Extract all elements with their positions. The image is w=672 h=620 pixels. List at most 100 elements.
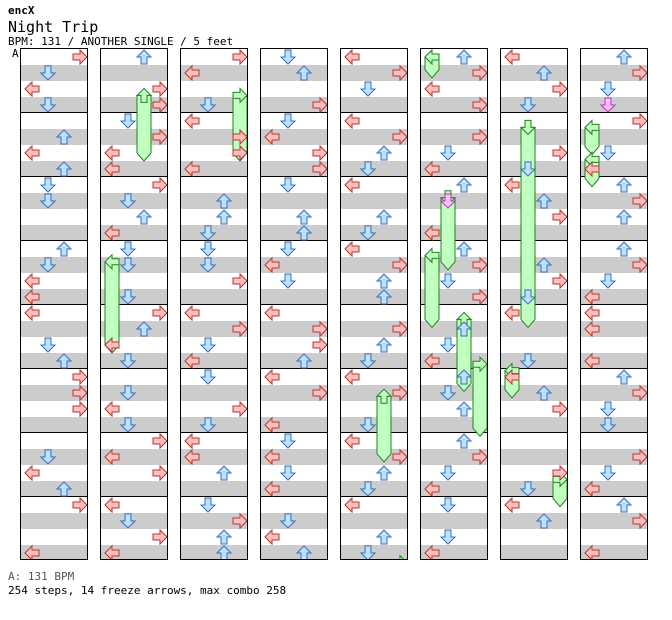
step-arrow (264, 480, 280, 498)
step-arrow (584, 160, 600, 178)
step-arrow (39, 193, 57, 209)
step-arrow (152, 128, 167, 146)
step-arrow (439, 193, 457, 209)
step-arrow (215, 465, 233, 481)
step-arrow (375, 209, 393, 225)
step-arrow (439, 465, 457, 481)
step-arrow (72, 400, 87, 418)
stats-line: 254 steps, 14 freeze arrows, max combo 2… (8, 584, 287, 597)
measure-line (21, 496, 87, 497)
measure-line (101, 432, 167, 433)
step-arrow (215, 193, 233, 209)
step-arrow (232, 272, 247, 290)
step-arrow (344, 496, 360, 514)
step-arrow (104, 224, 120, 242)
step-arrow (599, 401, 617, 417)
measure-line (181, 240, 247, 241)
step-arrow (39, 257, 57, 273)
step-arrow (359, 81, 377, 97)
step-arrow (584, 320, 600, 338)
step-arrow (359, 417, 377, 433)
step-arrow (392, 256, 407, 274)
measure-line (181, 112, 247, 113)
measure-line (581, 304, 647, 305)
step-arrow (424, 160, 440, 178)
step-arrow (119, 513, 137, 529)
step-arrow (472, 128, 487, 146)
step-arrow (504, 176, 520, 194)
step-arrow (392, 64, 407, 82)
step-arrow (279, 513, 297, 529)
step-arrow (615, 497, 633, 513)
step-arrow (439, 273, 457, 289)
measure-line (101, 496, 167, 497)
measure-line (421, 432, 487, 433)
step-arrow (24, 80, 40, 98)
measure-line (421, 368, 487, 369)
step-arrow (152, 80, 167, 98)
measure-line (581, 432, 647, 433)
step-arrow (279, 49, 297, 65)
step-arrow (455, 369, 473, 385)
step-arrow (119, 193, 137, 209)
step-arrow (39, 97, 57, 113)
step-arrow (439, 385, 457, 401)
measure-line (261, 304, 327, 305)
step-arrow (312, 144, 327, 162)
measure-line (501, 496, 567, 497)
step-arrow (184, 432, 200, 450)
measure-line (581, 240, 647, 241)
step-arrow (632, 256, 647, 274)
step-arrow (135, 49, 153, 65)
step-arrow (552, 80, 567, 98)
step-arrow (104, 144, 120, 162)
step-arrow (152, 96, 167, 114)
step-arrow (599, 273, 617, 289)
step-arrow (375, 465, 393, 481)
measure-line (261, 112, 327, 113)
column-notes (424, 49, 487, 559)
step-arrow (615, 49, 633, 65)
step-arrow (519, 353, 537, 369)
step-arrow (264, 304, 280, 322)
step-arrow (184, 64, 200, 82)
step-arrow (552, 208, 567, 226)
measure-line (501, 432, 567, 433)
step-arrow (135, 321, 153, 337)
measure-line (501, 112, 567, 113)
measure-line (581, 368, 647, 369)
measure-line (181, 432, 247, 433)
step-arrow (104, 336, 120, 354)
step-arrow (152, 464, 167, 482)
step-arrow (199, 225, 217, 241)
step-arrow (392, 320, 407, 338)
step-arrow (55, 129, 73, 145)
step-arrow (632, 64, 647, 82)
step-arrow (199, 257, 217, 273)
step-arrow (119, 289, 137, 305)
step-arrow (232, 144, 247, 162)
step-arrow (184, 352, 200, 370)
step-arrow (344, 49, 360, 66)
step-arrow (552, 464, 567, 482)
step-arrow (455, 177, 473, 193)
measure-line (21, 240, 87, 241)
measure-line (581, 112, 647, 113)
step-arrow (152, 176, 167, 194)
step-arrow (184, 112, 200, 130)
step-arrow (615, 177, 633, 193)
step-arrow (72, 368, 87, 386)
freeze-arrow (472, 355, 487, 437)
step-arrow (232, 512, 247, 530)
step-arrow (295, 209, 313, 225)
step-arrow (584, 352, 600, 370)
chart-column-5 (340, 48, 408, 560)
step-arrow (552, 272, 567, 290)
step-arrow (104, 400, 120, 418)
step-arrow (135, 209, 153, 225)
column-notes (184, 49, 247, 559)
step-arrow (472, 448, 487, 466)
step-arrow (55, 241, 73, 257)
step-arrow (279, 241, 297, 257)
step-arrow (424, 480, 440, 498)
